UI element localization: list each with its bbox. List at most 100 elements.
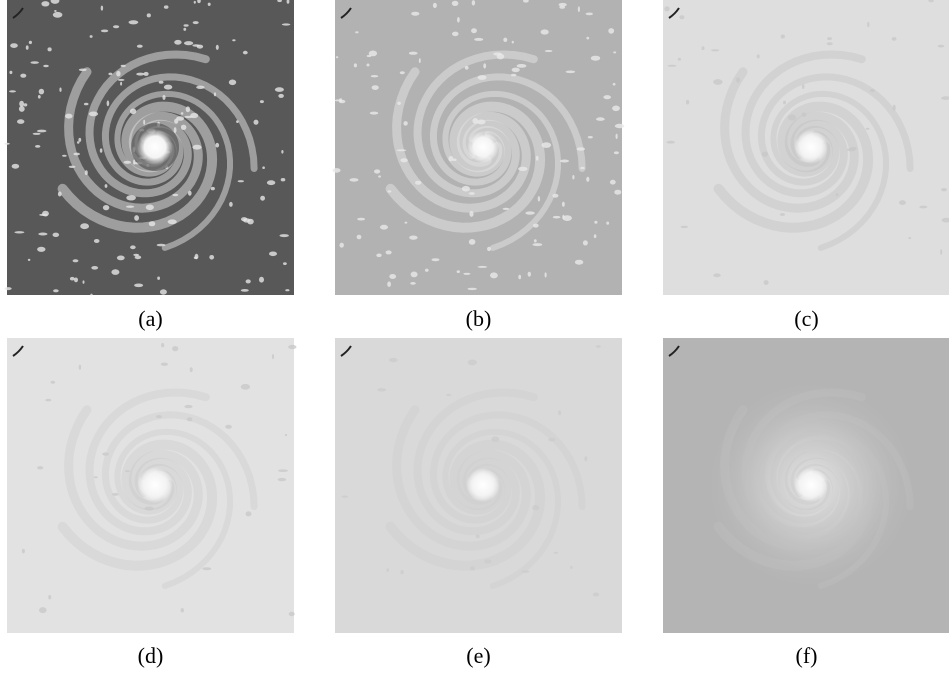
- cloud-speck: [892, 37, 897, 41]
- panel-image: [663, 338, 949, 633]
- cloud-speck: [108, 73, 112, 76]
- cloud-speck: [53, 12, 63, 18]
- cloud-speck: [58, 192, 62, 197]
- cloud-speck: [491, 436, 499, 442]
- cloud-speck: [229, 202, 233, 207]
- cloud-speck: [870, 89, 875, 92]
- cloud-speck: [919, 206, 927, 209]
- cloud-speck: [397, 102, 401, 105]
- cloud-speck: [137, 45, 143, 48]
- cloud-speck: [432, 258, 440, 261]
- cloud-speck: [29, 41, 32, 44]
- cloud-speck: [764, 280, 769, 285]
- cloud-speck: [129, 20, 139, 24]
- cloud-speck: [181, 125, 187, 130]
- cloud-speck: [357, 218, 365, 221]
- cloud-speck: [282, 23, 291, 25]
- cloud-speck: [616, 134, 618, 139]
- panel-image: [4, 0, 294, 296]
- cloud-speck: [518, 167, 527, 171]
- cloud-speck: [570, 566, 572, 569]
- cloud-speck: [281, 150, 283, 154]
- cloud-speck: [512, 68, 520, 73]
- cloud-speck: [280, 234, 289, 237]
- cloud-speck: [371, 75, 379, 77]
- cloud-speck: [411, 272, 418, 278]
- cloud-speck: [84, 103, 89, 106]
- cloud-speck: [614, 190, 621, 195]
- cloud-speck: [678, 58, 681, 61]
- cloud-speck: [419, 58, 421, 63]
- cloud-speck: [562, 202, 565, 207]
- cloud-speck: [465, 66, 469, 70]
- caption: (d): [138, 643, 164, 668]
- cloud-speck: [209, 255, 214, 260]
- cloud-speck: [260, 100, 264, 103]
- cloud-speck: [246, 511, 252, 516]
- cloud-speck: [12, 164, 20, 169]
- cloud-speck: [503, 38, 507, 42]
- cloud-speck: [511, 74, 517, 77]
- cloud-speck: [162, 95, 165, 100]
- caption: (e): [466, 643, 490, 668]
- cloud-speck: [149, 221, 156, 226]
- figure: (a)(b)(c)(d)(e)(f): [0, 0, 949, 676]
- cloud-speck: [478, 75, 487, 80]
- cloud-speck: [457, 270, 460, 273]
- cloud-speck: [42, 211, 49, 217]
- cloud-speck: [908, 237, 911, 239]
- cloud-speck: [133, 254, 139, 256]
- cloud-speck: [512, 41, 514, 44]
- cloud-speck: [126, 195, 136, 200]
- cloud-speck: [267, 180, 275, 185]
- cloud-speck: [190, 367, 193, 372]
- cloud-speck: [594, 221, 597, 224]
- cloud-speck: [340, 243, 344, 248]
- cloud-speck: [702, 46, 705, 50]
- cloud-speck: [38, 95, 41, 99]
- cloud-speck: [780, 213, 785, 216]
- cloud-speck: [73, 259, 79, 262]
- cloud-speck: [850, 147, 857, 150]
- cloud-speck: [238, 180, 244, 182]
- cloud-speck: [410, 282, 416, 285]
- cloud-speck: [591, 56, 600, 61]
- cloud-speck: [603, 95, 611, 99]
- cloud-speck: [469, 211, 473, 217]
- cloud-speck: [415, 181, 421, 185]
- cloud-speck: [487, 247, 491, 251]
- cloud-speck: [211, 187, 215, 190]
- cloud-speck: [548, 438, 555, 442]
- cloud-speck: [558, 410, 561, 415]
- cloud-speck: [39, 607, 47, 613]
- cloud-speck: [679, 15, 684, 19]
- cloud-speck: [147, 13, 151, 17]
- cloud-speck: [484, 559, 491, 563]
- cloud-speck: [380, 225, 388, 230]
- eye: [137, 129, 173, 165]
- cloud-speck: [357, 235, 362, 240]
- cloud-speck: [736, 77, 740, 83]
- cloud-speck: [159, 81, 164, 84]
- cloud-speck: [144, 507, 154, 511]
- cloud-speck: [184, 24, 189, 26]
- cloud-speck: [762, 152, 768, 157]
- cloud-speck: [586, 13, 593, 16]
- cloud-speck: [275, 87, 284, 92]
- cloud-speck: [39, 89, 44, 95]
- eye: [794, 468, 828, 502]
- cloud-speck: [613, 51, 616, 53]
- cloud-speck: [367, 64, 370, 67]
- cloud-speck: [89, 112, 98, 117]
- cloud-speck: [893, 105, 896, 111]
- cloud-speck: [14, 231, 24, 233]
- cloud-speck: [583, 240, 588, 245]
- cloud-speck: [471, 28, 477, 33]
- cloud-speck: [532, 505, 539, 510]
- cloud-speck: [232, 39, 235, 41]
- cloud-speck: [409, 236, 417, 240]
- cloud-speck: [534, 239, 537, 242]
- cloud-speck: [608, 28, 614, 34]
- cloud-speck: [161, 363, 168, 366]
- cloud-speck: [90, 294, 92, 296]
